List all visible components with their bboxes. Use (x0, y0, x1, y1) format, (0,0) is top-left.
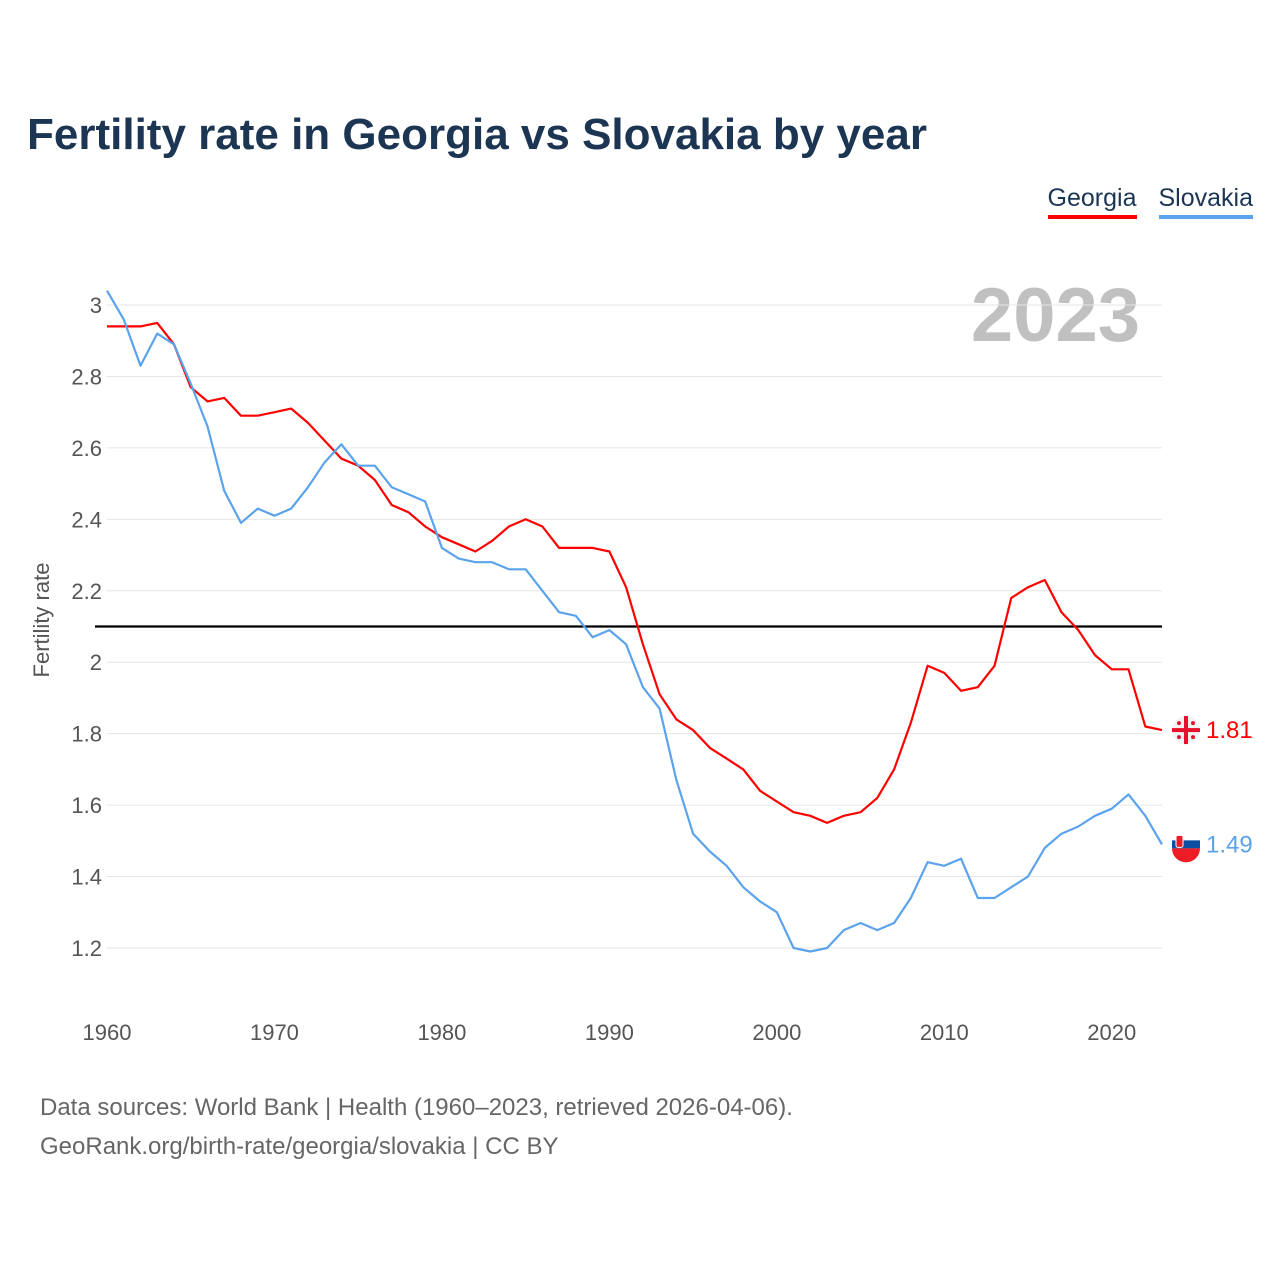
legend-georgia[interactable]: Georgia (1047, 184, 1137, 219)
y-tick-label: 1.8 (71, 722, 102, 747)
flag-small-cross (1191, 721, 1195, 726)
y-tick-label: 2.2 (71, 579, 102, 604)
y-tick-label: 2.6 (71, 436, 102, 461)
y-tick-label: 3 (90, 293, 102, 318)
legend: Georgia Slovakia (1047, 184, 1253, 219)
y-tick-label: 2.4 (71, 507, 102, 532)
y-tick-label: 1.2 (71, 936, 102, 961)
legend-slovakia[interactable]: Slovakia (1158, 184, 1253, 219)
x-tick-label: 1970 (250, 1020, 299, 1045)
x-tick-label: 1980 (417, 1020, 466, 1045)
flag-small-cross (1177, 721, 1181, 726)
x-tick-label: 1960 (83, 1020, 132, 1045)
source-note: Data sources: World Bank | Health (1960–… (40, 1088, 793, 1166)
chart-title: Fertility rate in Georgia vs Slovakia by… (27, 110, 927, 159)
flag-band-blue (1172, 840, 1200, 849)
end-value-label-georgia: 1.81 (1206, 717, 1253, 744)
flag-band-red (1172, 848, 1200, 863)
source-line-2[interactable]: GeoRank.org/birth-rate/georgia/slovakia … (40, 1133, 559, 1160)
end-value-label-slovakia: 1.49 (1206, 831, 1253, 858)
x-tick-label: 1990 (585, 1020, 634, 1045)
flag-shield (1175, 834, 1184, 848)
source-line-1: Data sources: World Bank | Health (1960–… (40, 1094, 793, 1121)
x-tick-label: 2020 (1087, 1020, 1136, 1045)
x-tick-label: 2000 (752, 1020, 801, 1045)
flag-cross-v (1184, 716, 1188, 745)
y-tick-label: 1.4 (71, 865, 102, 890)
series-line-georgia (107, 321, 1163, 825)
current-year-label: 2023 (970, 273, 1140, 358)
flag-small-cross (1191, 735, 1195, 740)
x-tick-label: 2010 (920, 1020, 969, 1045)
flag-small-cross (1177, 735, 1181, 740)
y-tick-label: 2 (90, 650, 102, 675)
y-tick-label: 2.8 (71, 364, 102, 389)
y-tick-label: 1.6 (71, 793, 102, 818)
series-line-slovakia (106, 290, 1163, 953)
